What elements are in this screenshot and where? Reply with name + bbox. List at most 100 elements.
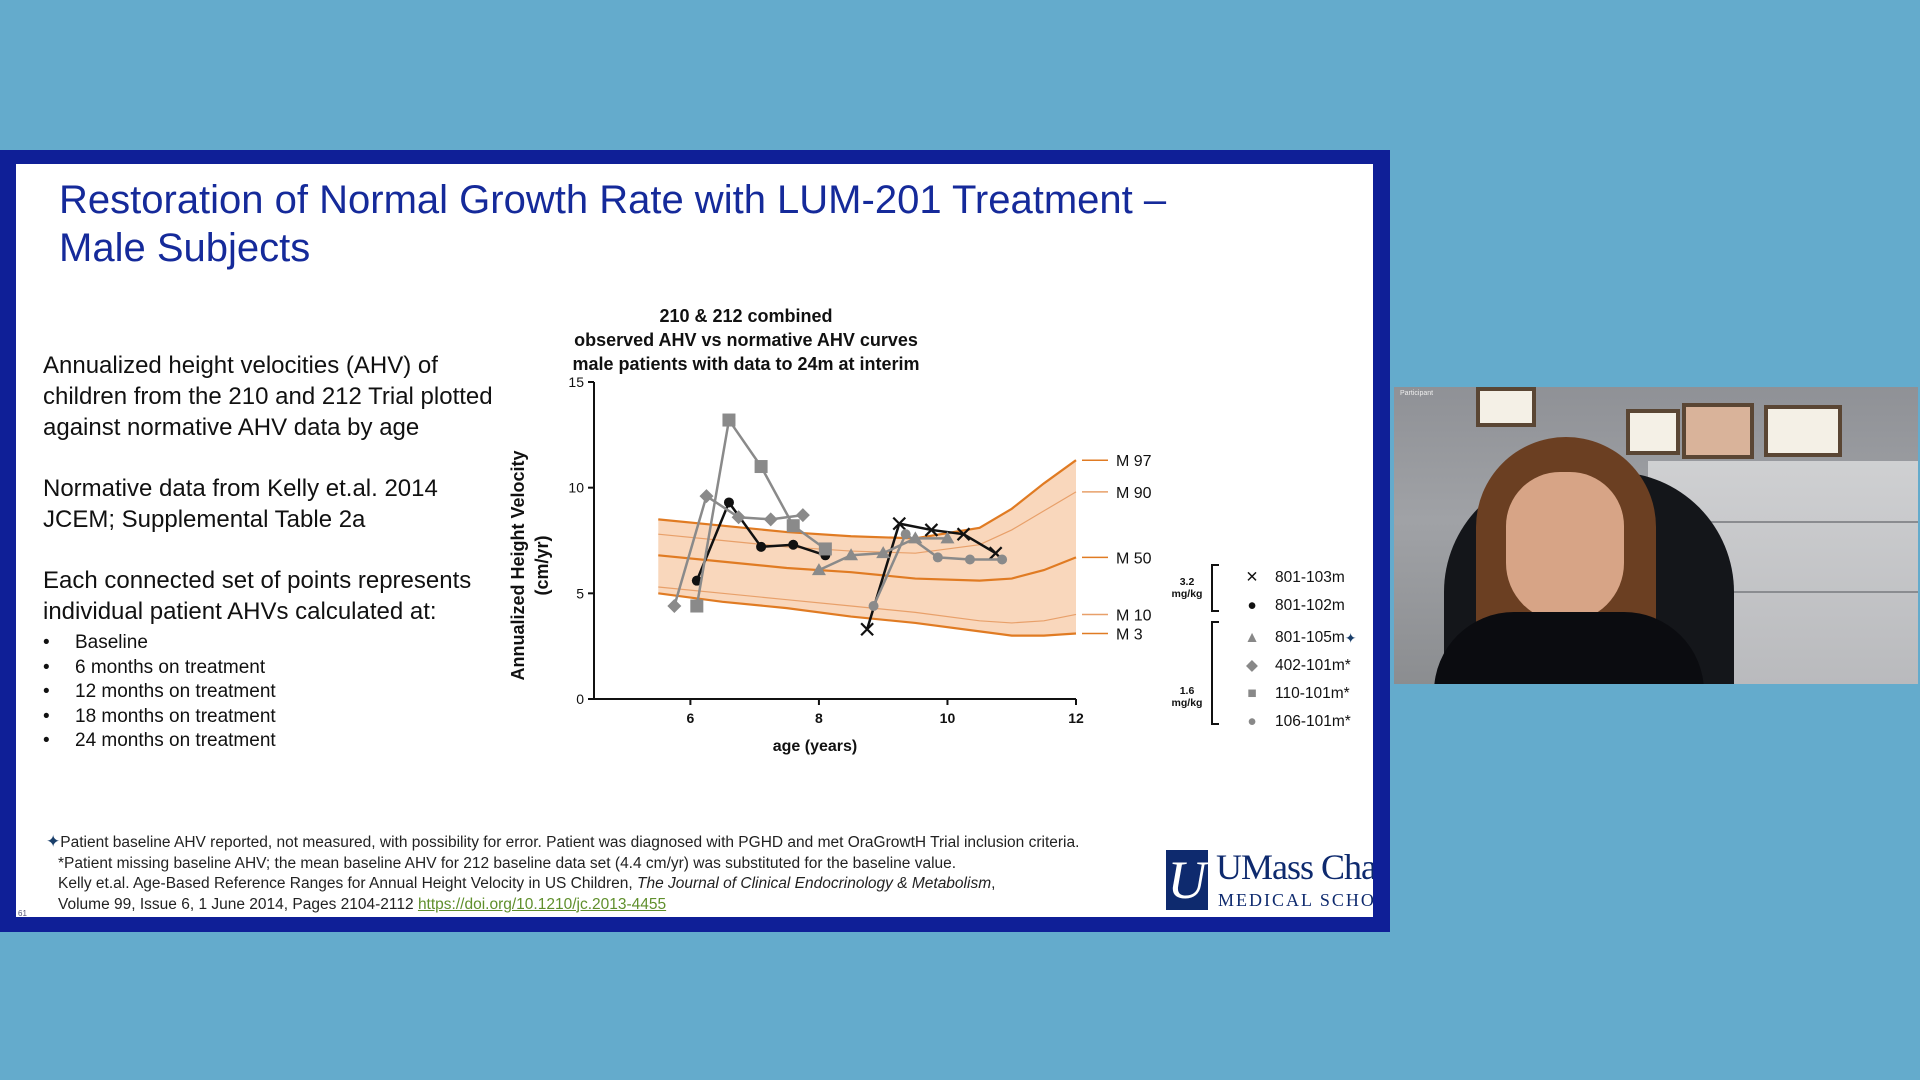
data-point — [763, 512, 778, 527]
wall-picture-frame — [1682, 403, 1754, 459]
legend-entry-801-103m: ✕ 801-103m — [1239, 567, 1345, 589]
data-point — [786, 519, 800, 533]
data-point — [964, 554, 975, 565]
data-point — [900, 529, 911, 540]
data-point — [932, 552, 943, 563]
legend-label: 801-102m — [1275, 597, 1345, 614]
ahv-chart: M 97 M 90 M 50 M 10 M 3 0 5 10 15 6 8 10 12 age (year… — [508, 374, 1152, 755]
footnotes: ✦Patient baseline AHV reported, not meas… — [46, 832, 1186, 915]
data-point — [795, 508, 810, 523]
x-tick-label: 8 — [815, 710, 823, 726]
y-tick-label: 5 — [576, 585, 584, 601]
left-text-block: Annualized height velocities (AHV) of ch… — [43, 350, 493, 754]
legend-entry-801-105m: ▲ 801-105m✦ — [1239, 627, 1356, 649]
reference-curve — [658, 554, 1077, 582]
data-point — [844, 548, 859, 561]
reference-curve — [658, 592, 1077, 637]
umass-chan-logo: U UMass Chan MEDICAL SCHOOL — [1166, 847, 1373, 914]
reference-curve-label: M 50 — [1116, 550, 1152, 567]
timepoint-item: 18 months on treatment — [43, 705, 493, 730]
wall-certificate-frame — [1626, 409, 1680, 455]
wall-certificate-frame — [1476, 387, 1536, 427]
data-point — [868, 601, 879, 612]
data-point — [691, 575, 702, 586]
left-paragraph-2: Normative data from Kelly et.al. 2014 JC… — [43, 475, 438, 533]
timepoint-list: Baseline 6 months on treatment 12 months… — [43, 631, 493, 754]
footnote-4-text: Volume 99, Issue 6, 1 June 2014, Pages 2… — [58, 895, 414, 913]
data-point — [956, 527, 971, 541]
y-tick-label: 10 — [568, 480, 584, 496]
y-tick-label: 0 — [576, 691, 584, 707]
doi-link[interactable]: https://doi.org/10.1210/jc.2013-4455 — [417, 895, 667, 913]
footnote-3: Kelly et.al. Age-Based Reference Ranges … — [58, 875, 996, 892]
data-point — [731, 510, 746, 525]
slide-title-line1: Restoration of Normal Growth Rate with L… — [59, 178, 1167, 222]
data-point — [860, 622, 874, 637]
data-point — [892, 516, 907, 531]
legend-label: 801-103m — [1275, 569, 1345, 586]
dose-bracket-high — [1211, 564, 1219, 612]
timepoint-item: 6 months on treatment — [43, 656, 493, 681]
reference-curve-label: M 10 — [1116, 607, 1152, 624]
star-mark-icon: ✦ — [46, 832, 61, 851]
data-point — [722, 413, 736, 427]
legend-entry-402-101m: ◆ 402-101m* — [1239, 655, 1351, 677]
legend-label: 110-101m* — [1275, 685, 1350, 702]
reference-curve — [658, 491, 1077, 554]
data-point — [754, 460, 768, 474]
data-point — [788, 539, 799, 550]
slide-frame: Restoration of Normal Growth Rate with L… — [0, 150, 1390, 932]
participant-video-tile[interactable]: Participant — [1394, 387, 1918, 684]
legend-entry-801-102m: ● 801-102m — [1239, 595, 1345, 617]
x-tick-label: 12 — [1068, 710, 1084, 726]
data-point — [876, 546, 891, 559]
footnote-2: *Patient missing baseline AHV; the mean … — [58, 854, 957, 872]
footnote-4: Volume 99, Issue 6, 1 June 2014, Pages 2… — [46, 895, 1186, 916]
reference-curve — [658, 586, 1077, 624]
y-tick-label: 15 — [568, 374, 584, 390]
wall-certificate-frame — [1764, 405, 1842, 457]
data-point — [818, 542, 832, 556]
data-point — [723, 497, 734, 508]
y-axis-label: (cm/yr) — [532, 535, 552, 595]
slide-title: Restoration of Normal Growth Rate with L… — [59, 176, 1166, 272]
x-tick-label: 10 — [940, 710, 956, 726]
logo-main-text: UMass Chan — [1216, 847, 1373, 887]
data-point — [667, 599, 682, 614]
data-point — [908, 531, 923, 544]
timepoint-item: Baseline — [43, 631, 493, 656]
data-point — [997, 554, 1008, 565]
chart-title: 210 & 212 combined observed AHV vs norma… — [536, 304, 956, 376]
logo-sub-text: MEDICAL SCHOOL — [1218, 890, 1373, 910]
data-point — [924, 523, 939, 537]
dose-label-low: 1.6 mg/kg — [1171, 685, 1203, 709]
speaker-face — [1506, 472, 1624, 622]
triangle-marker-icon: ▲ — [1244, 629, 1260, 646]
speaker-body — [1434, 612, 1704, 684]
participant-label: Participant — [1400, 390, 1434, 397]
reference-curve-label: M 90 — [1116, 485, 1152, 502]
legend-label: 106-101m* — [1275, 713, 1351, 730]
diamond-marker-icon: ◆ — [1246, 657, 1258, 674]
chart-title-line: observed AHV vs normative AHV curves — [574, 330, 918, 350]
footnote-journal: The Journal of Clinical Endocrinology & … — [637, 875, 992, 892]
left-paragraph-3: Each connected set of points represents … — [43, 567, 472, 625]
footnote-3-text: Kelly et.al. Age-Based Reference Ranges … — [58, 875, 633, 892]
timepoint-item: 12 months on treatment — [43, 680, 493, 705]
data-point — [940, 531, 955, 544]
circle-marker-icon: ● — [1247, 597, 1257, 614]
footnote-1: ✦Patient baseline AHV reported, not meas… — [46, 832, 1186, 854]
x-marker-icon: ✕ — [1245, 569, 1259, 586]
normative-band — [658, 460, 1076, 636]
slide: Restoration of Normal Growth Rate with L… — [16, 164, 1373, 917]
y-axis-label: Annualized Height Velocity — [508, 450, 528, 680]
footnote-1-text: Patient baseline AHV reported, not measu… — [60, 834, 1080, 851]
data-point — [699, 489, 714, 504]
legend-label: 402-101m* — [1275, 657, 1351, 674]
reference-curve-label: M 97 — [1116, 453, 1152, 470]
logo-mark: U — [1166, 850, 1208, 910]
cabinet-drawer-line — [1648, 591, 1918, 593]
x-axis-label: age (years) — [773, 738, 858, 755]
timepoint-item: 24 months on treatment — [43, 729, 493, 754]
reference-curve-label: M 3 — [1116, 626, 1143, 643]
